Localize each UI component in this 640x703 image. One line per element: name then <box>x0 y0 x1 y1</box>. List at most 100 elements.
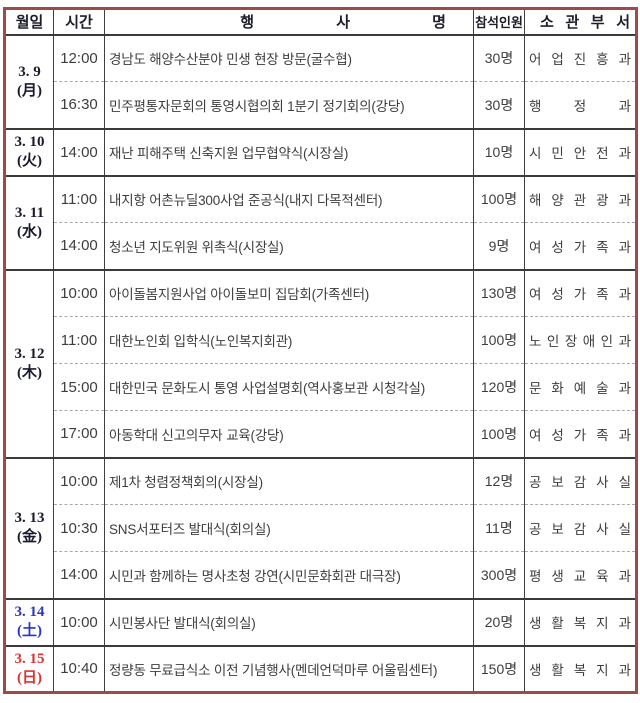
date-label: 3. 9 <box>18 63 41 80</box>
table-row: 3. 14 (土) 10:00 시민봉사단 발대식(회의실) 20명 생 활 복… <box>4 597 637 646</box>
time-cell: 17:00 <box>53 410 105 458</box>
time-cell: 14:00 <box>53 551 105 599</box>
department-cell: 생 활 복 지 과 <box>524 644 637 693</box>
attendees-cell: 100명 <box>473 174 525 223</box>
table-row: 11:00 대한노인회 입학식(노인복지회관) 100명 노 인 장 애 인 과 <box>5 316 637 364</box>
weekday-label: (月) <box>17 82 42 99</box>
weekday-label: (土) <box>17 623 42 639</box>
time-cell: 10:40 <box>53 644 105 693</box>
department-cell: 공 보 감 사 실 <box>524 456 637 505</box>
department-cell: 여 성 가 족 과 <box>524 268 637 317</box>
time-cell: 14:00 <box>53 222 105 270</box>
department-cell: 행 정 과 <box>524 81 637 129</box>
attendees-cell: 120명 <box>473 363 525 411</box>
attendees-cell: 11명 <box>473 504 525 552</box>
weekday-label: (水) <box>17 223 42 240</box>
event-name-cell: 내지항 어촌뉴딜300사업 준공식(내지 다목적센터) <box>104 174 474 223</box>
weekday-label: (火) <box>17 153 42 169</box>
date-cell: 3. 10 (火) <box>4 127 54 176</box>
date-label: 3. 14 <box>14 604 45 620</box>
table-row: 3. 10 (火) 14:00 재난 피해주택 신축지원 업무협약식(시장실) … <box>4 127 637 176</box>
table-row: 3. 15 (日) 10:40 정량동 무료급식소 이전 기념행사(멘데언덕마루… <box>4 644 637 693</box>
time-cell: 10:00 <box>53 597 105 646</box>
table-row: 17:00 아동학대 신고의무자 교육(강당) 100명 여 성 가 족 과 <box>5 410 637 458</box>
attendees-cell: 150명 <box>473 644 525 693</box>
department-cell: 노 인 장 애 인 과 <box>524 316 637 364</box>
department-cell: 여 성 가 족 과 <box>524 410 637 458</box>
date-label: 3. 12 <box>14 345 45 362</box>
time-cell: 12:00 <box>53 33 105 82</box>
time-cell: 15:00 <box>53 363 105 411</box>
department-cell: 생 활 복 지 과 <box>524 597 637 646</box>
weekday-label: (金) <box>17 529 42 545</box>
table-header: 월일 시간 행 사 명 참석인원 소 관 부 서 <box>4 8 637 36</box>
event-name-cell: 청소년 지도위원 위촉식(시장실) <box>104 222 474 270</box>
time-cell: 10:30 <box>53 504 105 552</box>
table-row: 15:00 대한민국 문화도시 통영 사업설명회(역사홍보관 시청각실) 120… <box>5 363 637 411</box>
attendees-cell: 9명 <box>473 222 525 270</box>
date-label: 3. 15 <box>14 650 45 667</box>
header-time-cell: 시간 <box>53 8 105 36</box>
time-cell: 11:00 <box>53 316 105 364</box>
event-name-cell: 시민봉사단 발대식(회의실) <box>104 597 474 646</box>
date-cell: 3. 12 (木) <box>4 268 54 458</box>
event-name-cell: 대한노인회 입학식(노인복지회관) <box>104 316 474 364</box>
time-cell: 16:30 <box>53 81 105 129</box>
department-cell: 해 양 관 광 과 <box>524 174 637 223</box>
department-cell: 시 민 안 전 과 <box>524 127 637 176</box>
department-cell: 문 화 예 술 과 <box>524 363 637 411</box>
attendees-cell: 10명 <box>473 127 525 176</box>
table-row: 3. 11 (水) 11:00 내지항 어촌뉴딜300사업 준공식(내지 다목적… <box>4 174 637 270</box>
date-label: 3. 10 <box>14 134 45 150</box>
event-name-cell: 경남도 해양수산분야 민생 현장 방문(굴수협) <box>104 33 474 82</box>
department-cell: 평 생 교 육 과 <box>524 551 637 599</box>
attendees-cell: 20명 <box>473 597 525 646</box>
table-row: 14:00 청소년 지도위원 위촉식(시장실) 9명 여 성 가 족 과 <box>5 222 637 270</box>
attendees-cell: 100명 <box>473 410 525 458</box>
event-name-cell: 정량동 무료급식소 이전 기념행사(멘데언덕마루 어울림센터) <box>104 644 474 693</box>
table-row: 10:30 SNS서포터즈 발대식(회의실) 11명 공 보 감 사 실 <box>5 504 637 552</box>
date-label: 3. 13 <box>14 510 45 526</box>
header-event-cell: 행 사 명 <box>104 8 474 36</box>
time-cell: 14:00 <box>53 127 105 176</box>
time-cell: 11:00 <box>53 174 105 223</box>
event-name-cell: 아동학대 신고의무자 교육(강당) <box>104 410 474 458</box>
weekday-label: (日) <box>17 669 42 686</box>
header-attendees-cell: 참석인원 <box>473 8 525 36</box>
header-department-cell: 소 관 부 서 <box>524 8 637 36</box>
event-schedule-table: 월일 시간 행 사 명 참석인원 소 관 부 서 3. 9 (月) 12:00 … <box>3 7 638 694</box>
attendees-cell: 100명 <box>473 316 525 364</box>
header-date-cell: 월일 <box>4 8 54 36</box>
date-cell: 3. 15 (日) <box>4 644 54 693</box>
time-cell: 10:00 <box>53 268 105 317</box>
event-name-cell: 제1차 청렴정책회의(시장실) <box>104 456 474 505</box>
table-row: 16:30 민주평통자문회의 통영시협의회 1분기 정기회의(강당) 30명 행… <box>5 81 637 129</box>
date-cell: 3. 11 (水) <box>4 174 54 270</box>
event-name-cell: 재난 피해주택 신축지원 업무협약식(시장실) <box>104 127 474 176</box>
table-row: 3. 13 (金) 10:00 제1차 청렴정책회의(시장실) 12명 공 보 … <box>4 456 637 599</box>
event-name-cell: SNS서포터즈 발대식(회의실) <box>104 504 474 552</box>
attendees-cell: 130명 <box>473 268 525 317</box>
table-row: 14:00 시민과 함께하는 명사초청 강연(시민문화회관 대극장) 300명 … <box>5 551 637 599</box>
attendees-cell: 30명 <box>473 81 525 129</box>
event-name-cell: 아이돌봄지원사업 아이돌보미 집담회(가족센터) <box>104 268 474 317</box>
attendees-cell: 30명 <box>473 33 525 82</box>
event-name-cell: 대한민국 문화도시 통영 사업설명회(역사홍보관 시청각실) <box>104 363 474 411</box>
date-label: 3. 11 <box>14 204 45 221</box>
time-cell: 10:00 <box>53 456 105 505</box>
weekday-label: (木) <box>17 364 42 381</box>
date-cell: 3. 9 (月) <box>4 33 54 129</box>
event-name-cell: 민주평통자문회의 통영시협의회 1분기 정기회의(강당) <box>104 81 474 129</box>
department-cell: 어 업 진 흥 과 <box>524 33 637 82</box>
date-cell: 3. 14 (土) <box>4 597 54 646</box>
event-name-cell: 시민과 함께하는 명사초청 강연(시민문화회관 대극장) <box>104 551 474 599</box>
department-cell: 여 성 가 족 과 <box>524 222 637 270</box>
table-row: 3. 9 (月) 12:00 경남도 해양수산분야 민생 현장 방문(굴수협) … <box>4 33 637 129</box>
attendees-cell: 300명 <box>473 551 525 599</box>
date-cell: 3. 13 (金) <box>4 456 54 599</box>
attendees-cell: 12명 <box>473 456 525 505</box>
department-cell: 공 보 감 사 실 <box>524 504 637 552</box>
header-row: 월일 시간 행 사 명 참석인원 소 관 부 서 <box>4 8 637 36</box>
table-row: 3. 12 (木) 10:00 아이돌봄지원사업 아이돌보미 집담회(가족센터)… <box>4 268 637 458</box>
